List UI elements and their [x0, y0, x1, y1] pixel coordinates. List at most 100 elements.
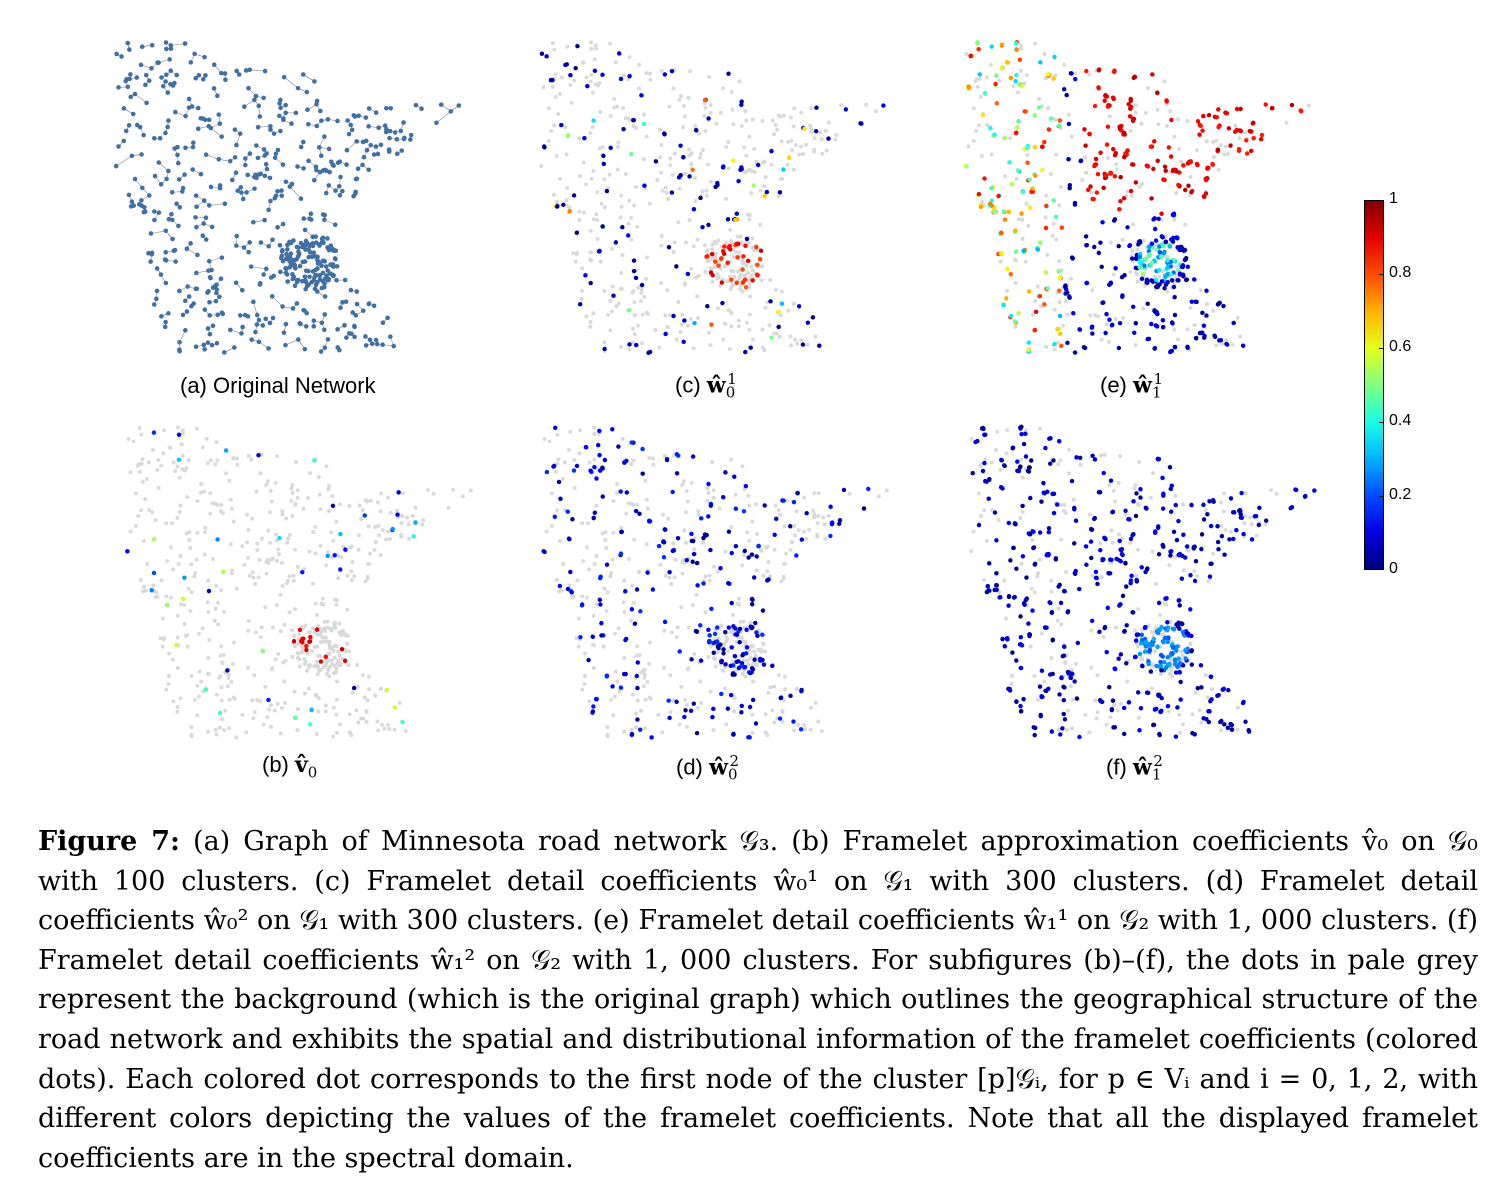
coefficient-dot — [772, 532, 777, 538]
background-dot — [154, 590, 159, 595]
coefficient-dot — [1172, 294, 1177, 300]
coefficient-dot — [669, 68, 675, 74]
network-node — [176, 177, 182, 182]
background-dot — [728, 227, 733, 232]
coefficient-dot — [760, 608, 766, 613]
background-dot — [364, 719, 369, 724]
coefficient-dot — [1201, 323, 1207, 328]
background-dot — [645, 679, 650, 684]
coefficient-dot — [714, 625, 720, 630]
coefficient-dot — [1084, 280, 1090, 286]
coefficient-dot — [1016, 310, 1021, 316]
network-node — [188, 241, 193, 246]
network-node — [268, 198, 273, 204]
background-dot — [690, 603, 695, 608]
background-dot — [760, 345, 765, 350]
background-dot — [350, 690, 355, 695]
coefficient-dot — [719, 280, 725, 285]
coefficient-dot — [800, 342, 806, 347]
network-node — [272, 155, 278, 161]
network-node — [283, 110, 288, 116]
network-node — [190, 144, 196, 150]
coefficient-dot — [1167, 244, 1173, 249]
background-dot — [688, 69, 693, 74]
background-dot — [1083, 155, 1088, 160]
background-dot — [713, 664, 718, 669]
coefficient-dot — [568, 72, 573, 78]
background-dot — [199, 481, 204, 486]
background-dot — [686, 625, 691, 630]
background-dot — [823, 128, 828, 133]
coefficient-dot — [733, 626, 738, 631]
coefficient-dot — [1298, 108, 1303, 113]
background-dot — [738, 234, 743, 239]
background-dot — [1139, 121, 1144, 126]
background-dot — [685, 323, 690, 328]
coefficient-dot — [1100, 220, 1105, 225]
coefficient-dot — [858, 121, 863, 126]
network-node — [215, 312, 221, 318]
background-dot — [623, 172, 628, 177]
coefficient-dot — [1014, 72, 1019, 78]
coefficient-dot — [1005, 266, 1010, 272]
coefficient-dot — [1160, 324, 1166, 330]
background-dot — [622, 578, 627, 583]
background-dot — [376, 523, 381, 528]
background-dot — [295, 564, 300, 569]
coefficient-dot — [1012, 319, 1018, 324]
network-node — [183, 145, 188, 151]
coefficient-dot — [1128, 188, 1134, 194]
background-dot — [658, 155, 663, 160]
background-dot — [603, 537, 608, 542]
coefficient-dot — [1086, 187, 1091, 192]
network-node — [163, 319, 168, 325]
coefficient-dot — [744, 236, 750, 242]
coefficient-dot — [1058, 331, 1063, 336]
background-dot — [687, 147, 692, 152]
coefficient-dot — [1067, 295, 1072, 300]
coefficient-dot — [1059, 343, 1064, 349]
background-dot — [1152, 274, 1157, 279]
background-dot — [293, 502, 298, 507]
background-dot — [711, 255, 716, 260]
background-dot — [682, 528, 687, 533]
network-node — [270, 315, 276, 321]
background-dot — [647, 640, 652, 645]
background-dot — [793, 143, 798, 148]
coefficient-dot — [611, 293, 616, 298]
network-node — [243, 68, 249, 73]
network-node — [193, 193, 199, 198]
background-dot — [742, 658, 747, 663]
coefficient-dot — [616, 51, 622, 56]
network-node — [380, 320, 386, 325]
background-dot — [291, 578, 296, 583]
background-dot — [1135, 272, 1140, 277]
background-dot — [621, 73, 626, 78]
background-dot — [708, 110, 713, 115]
coefficient-dot — [1156, 216, 1161, 222]
coefficient-dot — [993, 81, 998, 87]
coefficient-dot — [707, 633, 712, 638]
background-dot — [1051, 221, 1056, 226]
coefficient-dot — [307, 639, 313, 644]
network-node — [335, 118, 340, 124]
coefficient-dot — [977, 72, 982, 77]
background-dot — [230, 568, 235, 573]
coefficient-dot — [413, 520, 418, 525]
coefficient-dot — [1057, 288, 1062, 293]
network-node — [322, 217, 327, 223]
coefficient-dot — [1131, 304, 1136, 310]
network-node — [308, 211, 314, 217]
background-dot — [268, 488, 273, 493]
coefficient-dot — [704, 254, 709, 259]
background-dot — [847, 491, 852, 496]
background-dot — [206, 671, 211, 676]
coefficient-dot — [744, 627, 749, 632]
background-dot — [334, 697, 339, 702]
network-node — [166, 118, 171, 123]
background-dot — [612, 631, 617, 636]
coefficient-dot — [666, 244, 672, 250]
background-dot — [255, 548, 260, 553]
coefficient-dot — [1169, 278, 1175, 283]
network-node — [334, 277, 339, 283]
